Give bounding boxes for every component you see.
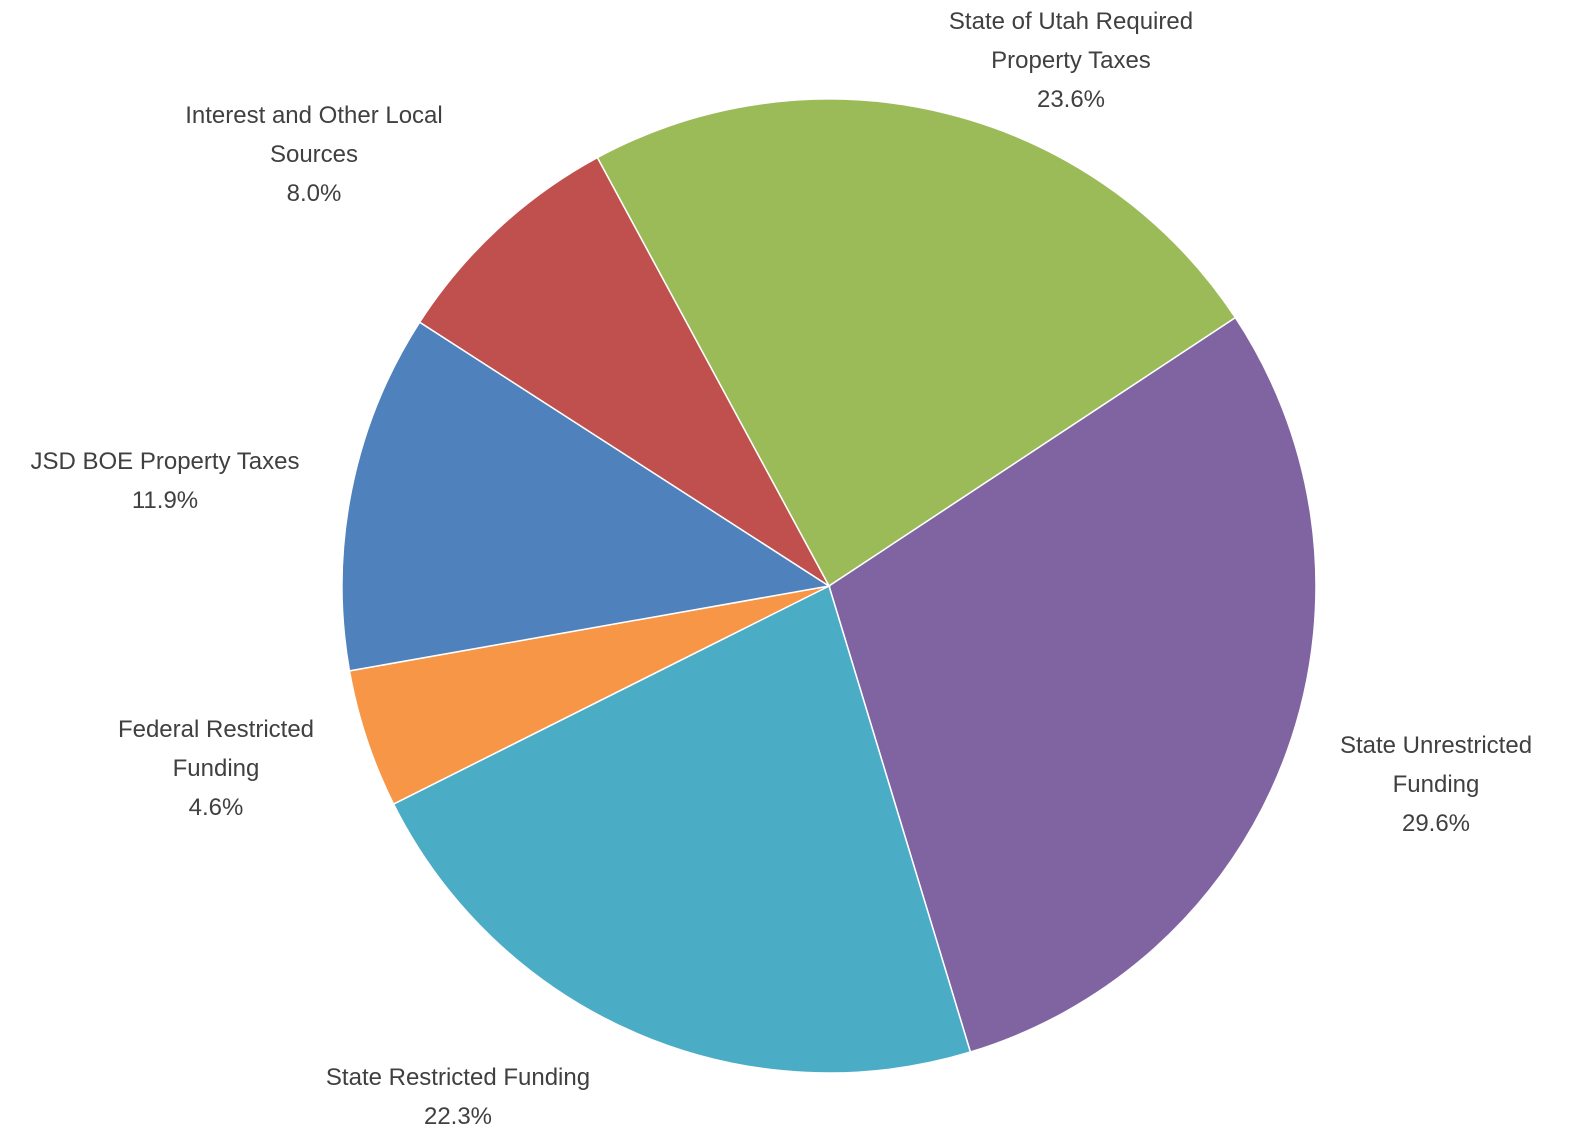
category-label: State Restricted Funding (325, 1063, 591, 1091)
value-label: 11.9% (131, 486, 199, 514)
pie-slice (341, 321, 832, 672)
data-label: State Restricted Funding 22.3% (258, 1058, 658, 1136)
value-label: 8.0% (286, 179, 342, 207)
data-label: State of Utah Required Property Taxes 23.… (911, 2, 1231, 119)
value-label: 23.6% (1036, 85, 1106, 113)
category-label: JSD BOE Property Taxes (30, 447, 300, 475)
category-label: Federal Restricted Funding (117, 715, 315, 782)
value-label: 4.6% (188, 793, 244, 821)
data-label: State Unrestricted Funding 29.6% (1306, 726, 1566, 843)
value-label: 29.6% (1401, 809, 1471, 837)
category-label: State Unrestricted Funding (1339, 731, 1533, 798)
pie-slice (418, 156, 830, 587)
category-label: Interest and Other Local Sources (185, 101, 443, 168)
pie-slice (828, 316, 1317, 1053)
value-label: 22.3% (423, 1102, 493, 1130)
category-label: State of Utah Required Property Taxes (948, 7, 1194, 74)
data-label: JSD BOE Property Taxes 11.9% (0, 442, 335, 520)
pie-slice (392, 584, 972, 1074)
data-label: Interest and Other Local Sources 8.0% (149, 96, 479, 213)
pie-slice (596, 98, 1237, 588)
data-label: Federal Restricted Funding 4.6% (86, 710, 346, 827)
